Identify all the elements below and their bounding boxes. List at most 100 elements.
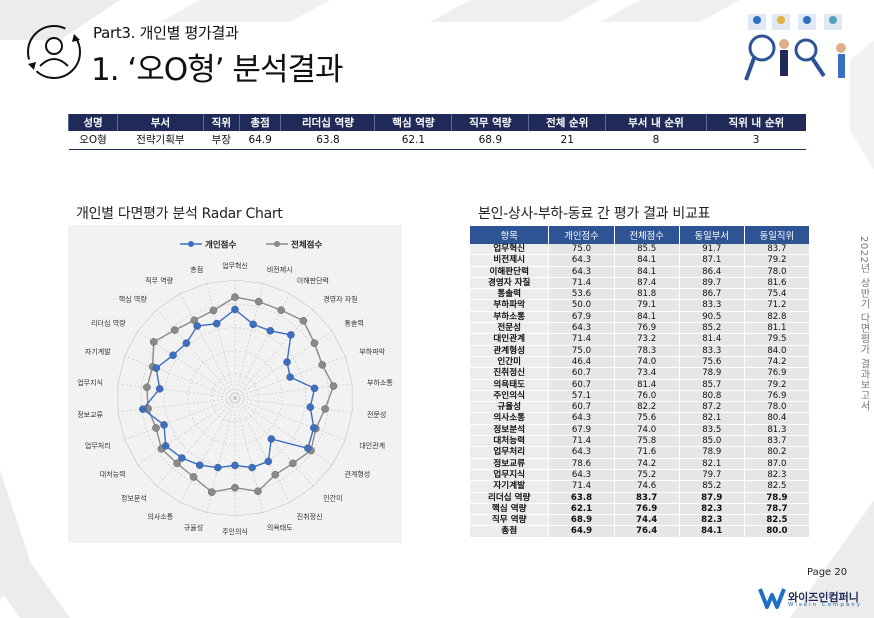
compare-row: 인간미 46.4 74.0 75.6 74.2 <box>470 356 811 369</box>
radar-point <box>289 459 297 468</box>
cell: 85.0 <box>679 435 745 448</box>
radar-point <box>139 405 147 413</box>
compare-row: 업무처리 64.3 71.6 78.9 80.2 <box>470 446 811 459</box>
row-label: 정보교류 <box>470 458 550 470</box>
cell: 78.7 <box>744 503 811 516</box>
header-cell: 전체 순위 <box>528 114 606 131</box>
report-side-label: 2022년 상반기 다면평가 결과보고서 <box>858 236 869 411</box>
radar-point <box>321 405 329 413</box>
row-label: 이해판단력 <box>470 266 550 278</box>
radar-spoke <box>234 397 346 441</box>
cell: 64.9 <box>548 525 615 538</box>
row-label: 부하소통 <box>470 311 550 324</box>
cell: 78.6 <box>548 458 615 470</box>
cell: 89.7 <box>679 277 745 290</box>
cell: 83.7 <box>744 435 811 448</box>
cell: 81.6 <box>744 277 811 290</box>
cell: 74.2 <box>614 458 680 470</box>
radar-category-label: 경영자 자질 <box>323 294 357 303</box>
cell: 63.8 <box>548 492 615 504</box>
cell: 82.5 <box>744 514 811 527</box>
radar-point <box>212 319 221 328</box>
cell: 78.3 <box>614 345 680 357</box>
header-cell: 개인점수 <box>548 226 615 244</box>
row-label: 인간미 <box>470 356 550 369</box>
cell: 71.4 <box>548 480 615 493</box>
header-cell: 직위 내 순위 <box>705 114 806 131</box>
radar-point <box>173 459 181 468</box>
cell: 82.2 <box>614 401 680 414</box>
cell: 74.0 <box>614 356 680 369</box>
cell: 64.3 <box>548 254 615 267</box>
row-label: 의욕태도 <box>470 379 550 391</box>
cell: 64.9 <box>239 131 281 150</box>
cell: 78.0 <box>744 266 811 278</box>
radar-point <box>160 421 168 429</box>
radar-point <box>254 487 262 496</box>
radar-point <box>169 351 177 360</box>
cell: 78.9 <box>744 492 811 504</box>
compare-row: 업무지식 64.3 75.2 79.7 82.3 <box>470 469 811 482</box>
radar-category-label: 대처능력 <box>100 470 126 479</box>
radar-category-label: 관계형성 <box>344 470 370 479</box>
cell: 75.0 <box>548 345 615 357</box>
row-label: 관계형성 <box>470 345 550 357</box>
radar-category-label: 의욕태도 <box>267 523 293 532</box>
row-label: 총점 <box>470 525 550 538</box>
cell: 78.0 <box>744 401 811 414</box>
radar-point <box>318 361 327 369</box>
compare-row: 대처능력 71.4 75.8 85.0 83.7 <box>470 435 811 448</box>
radar-point <box>231 305 239 314</box>
row-label: 경영자 자질 <box>470 277 550 290</box>
radar-point <box>231 483 239 492</box>
page-number: Page 20 <box>807 567 848 578</box>
cell: 74.4 <box>614 514 680 527</box>
cell: 73.2 <box>614 333 680 346</box>
header-cell: 항목 <box>470 226 550 244</box>
radar-point <box>248 463 256 472</box>
cell: 81.1 <box>744 322 811 335</box>
radar-point <box>309 424 318 432</box>
cell: 83.3 <box>679 345 745 357</box>
radar-point <box>195 461 204 469</box>
person-cycle-icon <box>27 25 81 79</box>
cell: 82.3 <box>679 503 745 516</box>
cell: 81.4 <box>614 379 680 391</box>
cell: 82.1 <box>679 412 745 425</box>
company-logo-icon <box>758 588 786 609</box>
compare-row: 통솔력 53.6 81.8 86.7 75.4 <box>470 288 811 301</box>
cell: 57.1 <box>548 390 615 403</box>
header-cell: 총점 <box>238 114 281 131</box>
radar-section-title: 개인별 다면평가 분석 Radar Chart <box>76 206 283 222</box>
radar-category-label: 이해판단력 <box>297 276 329 285</box>
cell: 60.7 <box>548 367 615 380</box>
cell: 76.4 <box>614 525 680 538</box>
compare-row: 전문성 64.3 76.9 85.2 81.1 <box>470 322 811 335</box>
radar-point <box>283 358 291 366</box>
radar-point <box>207 488 216 496</box>
cell: 86.4 <box>679 266 745 278</box>
summary-data-row: 오O형 전략기획부 부장 64.9 63.8 62.1 68.9 21 8 3 <box>68 131 806 150</box>
radar-point <box>287 331 295 339</box>
cell: 85.2 <box>679 480 745 493</box>
radar-category-label: 업무혁신 <box>222 261 248 270</box>
cell: 73.4 <box>614 367 680 380</box>
row-label: 업무지식 <box>470 469 550 482</box>
cell: 64.3 <box>548 266 615 278</box>
cell: 82.8 <box>744 311 811 324</box>
radar-category-label: 인간미 <box>323 494 342 503</box>
radar-point <box>189 473 198 481</box>
header-cell: 부서 <box>117 114 204 131</box>
cell: 76.9 <box>614 503 680 516</box>
cell: 79.2 <box>744 254 811 267</box>
compare-row: 정보교류 78.6 74.2 82.1 87.0 <box>470 458 811 470</box>
compare-row: 리더십 역량 63.8 83.7 87.9 78.9 <box>470 492 811 504</box>
cell: 87.1 <box>679 254 745 267</box>
header-cell: 리더십 역량 <box>280 114 375 131</box>
cell: 80.8 <box>679 390 745 403</box>
row-label: 정보분석 <box>470 424 550 437</box>
cell: 85.5 <box>614 244 680 256</box>
compare-row: 부하소통 67.9 84.1 90.5 82.8 <box>470 311 811 324</box>
radar-category-label: 핵심 역량 <box>119 294 148 303</box>
